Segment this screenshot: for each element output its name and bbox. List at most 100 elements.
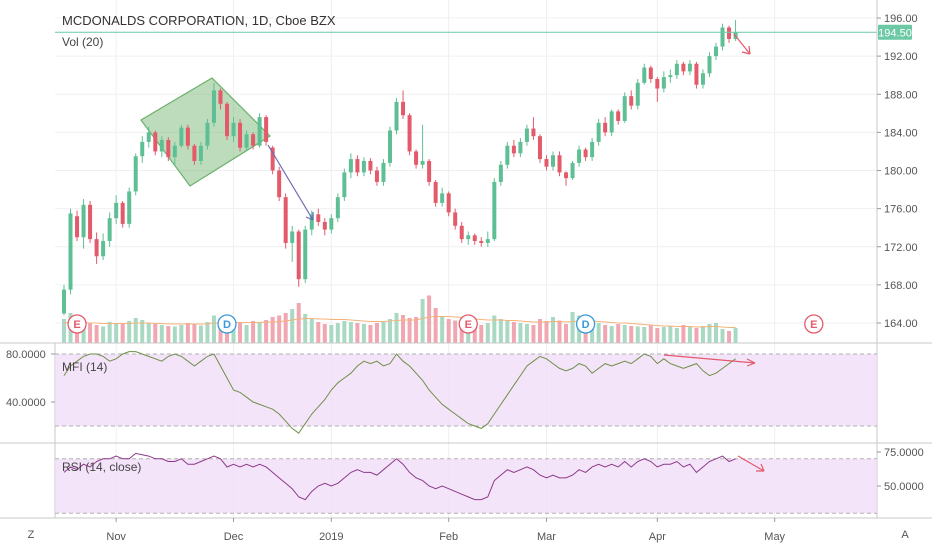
volume-bar: [446, 319, 451, 343]
volume-bar: [681, 325, 686, 343]
volume-bar: [564, 324, 569, 343]
candle-body: [590, 141, 595, 158]
candle-body: [264, 117, 269, 142]
trend-line-drawing[interactable]: [267, 144, 314, 221]
event-badge-dividend[interactable]: D: [217, 314, 237, 334]
auto-scale-button[interactable]: A: [895, 525, 915, 543]
volume-bar: [694, 328, 699, 343]
volume-bar: [374, 323, 379, 343]
volume-bar: [524, 324, 529, 343]
candle-body: [114, 202, 119, 219]
candle-body: [720, 27, 725, 47]
candle-body: [531, 128, 536, 137]
volume-bar: [94, 325, 99, 343]
chart-title[interactable]: MCDONALDS CORPORATION, 1D, Cboe BZX: [62, 13, 336, 28]
time-tick-label: 2019: [319, 531, 343, 543]
volume-bar: [355, 323, 360, 343]
candle-body: [674, 63, 679, 76]
auto-scale-button-label: A: [901, 529, 909, 541]
rsi-divergence-arrow[interactable]: [737, 455, 765, 472]
volume-bar: [622, 325, 627, 343]
candle-body: [238, 122, 243, 148]
volume-bar: [420, 299, 425, 343]
volume-bar: [309, 319, 314, 343]
candle-body: [603, 122, 608, 133]
volume-bar: [440, 317, 445, 343]
candle-body: [309, 214, 314, 230]
candle-body: [498, 164, 503, 182]
candle-body: [485, 239, 490, 243]
candle-body: [694, 63, 699, 85]
candle-body: [361, 160, 366, 173]
time-tick-label: Dec: [224, 531, 244, 543]
candle-body: [277, 170, 282, 198]
volume-bar: [687, 327, 692, 343]
candle-body: [511, 145, 516, 154]
volume-bar: [629, 326, 634, 343]
volume-bar: [609, 326, 614, 343]
event-badge-dividend[interactable]: D: [575, 314, 596, 334]
mfi-divergence-line[interactable]: [663, 354, 756, 364]
rsi-tick-label: 75.0000: [884, 447, 924, 459]
event-badge-letter: E: [73, 319, 80, 331]
candle-body: [153, 132, 158, 152]
mfi-tick-label: 40.0000: [6, 397, 46, 409]
price-tick-label: 184.00: [884, 127, 918, 139]
time-zone-button[interactable]: Z: [21, 525, 41, 543]
candle-body: [583, 149, 588, 158]
candle-body: [622, 96, 627, 121]
volume-bar: [211, 315, 216, 343]
candle-body: [446, 193, 451, 213]
volume-bar: [485, 323, 490, 343]
volume-bar: [570, 312, 575, 343]
event-badge-circle: [804, 314, 824, 334]
event-badge-letter: E: [810, 319, 817, 331]
candle-body: [635, 82, 640, 106]
candle-body: [140, 141, 145, 157]
mfi-tick-label: 80.0000: [6, 349, 46, 361]
trend-line-arrowhead: [305, 212, 314, 221]
mfi-indicator-label[interactable]: MFI (14): [62, 360, 107, 374]
candle-body: [472, 235, 477, 242]
candle-body: [564, 172, 569, 179]
candle-body: [642, 67, 647, 83]
candle-body: [433, 181, 438, 203]
candle-body: [329, 218, 334, 230]
volume-bar: [107, 322, 112, 343]
volume-bar: [146, 323, 151, 343]
candle-body: [88, 204, 93, 240]
candle-body: [381, 162, 386, 182]
price-tick-label: 192.00: [884, 51, 918, 63]
volume-bar: [179, 325, 184, 343]
event-badge-earnings[interactable]: E: [458, 314, 478, 334]
volume-bar: [101, 326, 106, 343]
rsi-indicator-label[interactable]: RSI (14, close): [62, 460, 141, 474]
time-axis[interactable]: Nov Dec 2019 Feb Mar Apr May: [106, 518, 786, 543]
volume-bar: [394, 313, 399, 343]
candle-body: [101, 241, 106, 257]
candle-body: [244, 134, 249, 148]
price-axis[interactable]: 196.00 192.00 188.00 184.00 180.00 176.00 172.…: [877, 13, 918, 330]
candle-body: [185, 127, 190, 146]
volume-bar: [557, 320, 562, 343]
rsi-line: [63, 452, 736, 501]
volume-bar: [192, 324, 197, 343]
candle-body: [62, 289, 66, 314]
candle-body: [388, 130, 392, 163]
candle-body: [537, 136, 542, 160]
candle-body: [394, 101, 399, 131]
candle-body: [479, 241, 484, 243]
event-badge-earnings-upcoming[interactable]: E: [804, 314, 824, 334]
event-badge-circle: [458, 314, 478, 334]
candle-body: [577, 149, 582, 163]
volume-indicator-label[interactable]: Vol (20): [62, 35, 103, 49]
volume-bar: [296, 303, 301, 343]
candle-body: [166, 140, 171, 158]
event-badge-earnings[interactable]: E: [67, 314, 87, 334]
candle-body: [342, 172, 347, 198]
price-forecast-arrow[interactable]: [733, 33, 751, 55]
mfi-divergence-arrowhead: [746, 358, 756, 367]
event-badge-letter: E: [465, 319, 472, 331]
